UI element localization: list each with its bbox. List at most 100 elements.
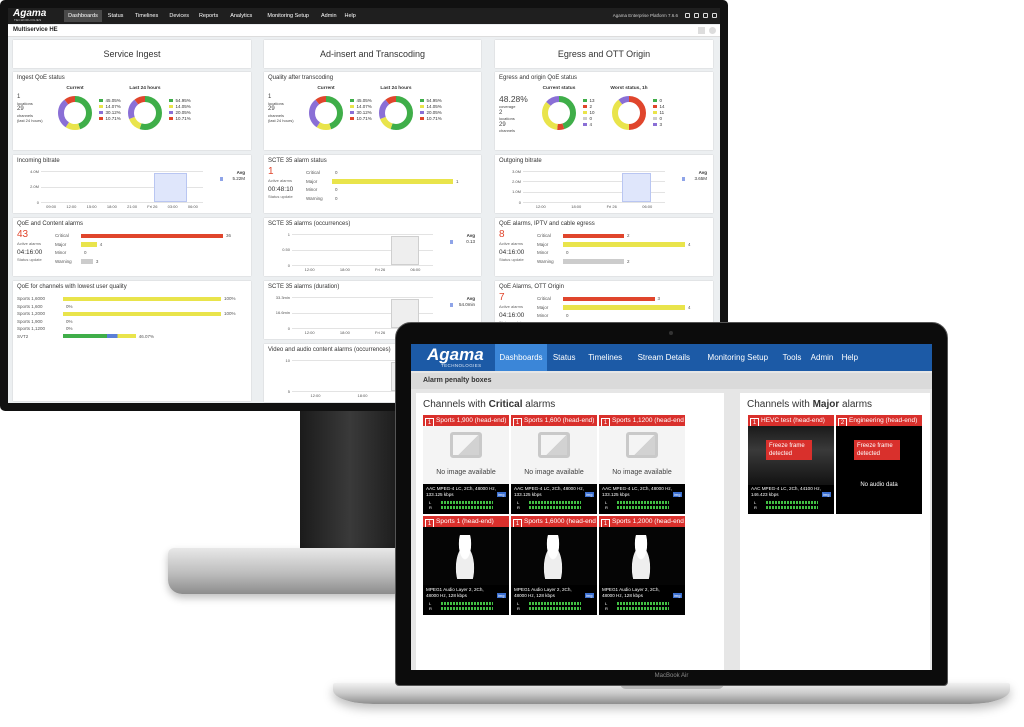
nav-item[interactable]: Timelines [134, 13, 159, 19]
meter-label: R [429, 606, 432, 611]
donut-legend-item: 14.07% [350, 104, 372, 110]
alarm-tile[interactable]: Sports 1,6000 (head-end) 1 MPEG1 Audio Lay… [511, 516, 597, 615]
alarm-tile[interactable]: Engineering (head-end) 2 Freeze frame dete… [836, 415, 922, 514]
alarm-bar [81, 242, 97, 247]
stat-text: 1 [17, 94, 21, 100]
bar-value: 0 [335, 170, 338, 175]
nav-item[interactable]: Status [552, 353, 576, 362]
nav-item[interactable]: Reports [198, 13, 219, 19]
img-tag[interactable]: img [821, 492, 831, 497]
nav-item[interactable]: Help [344, 13, 356, 19]
img-tag[interactable]: img [496, 492, 506, 497]
stat-text: 29 [499, 121, 506, 128]
tile-header: Sports 1,600 (head-end) [511, 415, 597, 426]
y-tick-label: 0 [287, 262, 290, 268]
img-tag[interactable]: img [584, 492, 594, 497]
bar-label: Minor [537, 313, 549, 318]
status-time-label: Status update [17, 257, 42, 262]
panel: Quality after transcoding 1 locations 29 cha… [264, 72, 481, 150]
brand-subtitle: TECHNOLOGIES [14, 18, 42, 22]
column-title: Service Ingest [103, 49, 161, 59]
img-tag[interactable]: img [584, 593, 594, 598]
legend-value: 11 [659, 110, 665, 115]
alarm-tile[interactable]: Sports 1,1200 (head-end) 1 No image availa… [599, 415, 685, 514]
alarm-tile[interactable]: Sports 1,2000 (head-end) 1 MPEG1 Audio Lay… [599, 516, 685, 615]
pause-button[interactable] [698, 27, 705, 34]
status-time: 04:16:00 [17, 249, 43, 256]
heading-text: Channels with [423, 399, 489, 410]
alarm-count: 43 [17, 229, 29, 240]
alarm-tile[interactable]: HEVC test (head-end) 1 Freeze frame detect… [748, 415, 834, 514]
alarm-tile[interactable]: Sports 1,900 (head-end) 1 No image availab… [423, 415, 509, 514]
audio-meter [529, 602, 581, 605]
donut-segment [128, 96, 162, 130]
column-title: Egress and OTT Origin [557, 49, 651, 59]
tile-header: Sports 1,6000 (head-end) [511, 516, 597, 527]
donut [379, 96, 413, 130]
nav-item[interactable]: Admin [321, 13, 337, 19]
row-value: 0% [66, 318, 73, 324]
nav-item[interactable]: Tools [782, 353, 802, 362]
alarm-tile[interactable]: Sports 1 (head-end) 1 MPEG1 Audio Layer 2,… [423, 516, 509, 615]
nav-icon[interactable] [694, 13, 699, 18]
nav-item[interactable]: Admin [810, 353, 834, 362]
freeze-alarm: Freeze frame detected [854, 440, 900, 460]
donut-label: Last 24 hours [129, 86, 161, 91]
nav-item[interactable]: Help [841, 353, 859, 362]
video-frame: Freeze frame detected [748, 426, 834, 486]
nav-icon[interactable] [703, 13, 708, 18]
tile-header: Sports 1 (head-end) [423, 516, 509, 527]
page-title: Alarm penalty boxes [423, 377, 492, 384]
meter-label: L [429, 601, 432, 606]
nav-item[interactable]: Monitoring Setup [707, 353, 769, 362]
grid-line [292, 234, 433, 235]
donut-legend-item: 2 [583, 104, 592, 110]
nav-item[interactable]: Dashboards [495, 344, 547, 371]
row-value: 0% [66, 326, 73, 331]
legend-value: 10.71% [426, 116, 442, 121]
img-tag[interactable]: img [672, 492, 682, 497]
stat-text: channels [17, 112, 34, 118]
grid-line [41, 186, 203, 188]
donut-legend-item: 13 [583, 98, 595, 104]
tile-title: Sports 1,6000 (head-end) [524, 518, 596, 525]
img-tag[interactable]: img [672, 593, 682, 598]
legend-swatch [583, 104, 587, 108]
panel: SCTE 35 alarm status 1 Active alarms 00:48:… [264, 155, 481, 213]
status-time: 04:16:00 [499, 249, 525, 256]
legend-swatch [653, 104, 657, 108]
img-tag[interactable]: img [496, 593, 506, 598]
nav-item[interactable]: Timelines [588, 353, 623, 362]
legend-value: 45.05% [356, 98, 372, 103]
audio-info: AAC MPEG-4 LC, 2Ch, 48000 Hz, 133.125 kb… [514, 486, 584, 497]
y-tick-label: 10 [285, 357, 290, 363]
nav-item[interactable]: Monitoring Setup [267, 13, 309, 19]
donut-segment [58, 96, 92, 130]
grid-line [292, 328, 433, 329]
legend-title: Avg [698, 170, 707, 175]
row-label: Sports 1,1200 [17, 326, 46, 331]
audio-meter [766, 506, 818, 509]
nav-item[interactable]: Devices [169, 13, 189, 19]
legend-value: 5.22M [232, 176, 245, 181]
grid-line [292, 249, 433, 251]
nav-item[interactable]: Stream Details [637, 353, 691, 362]
alarm-section: Channels with Critical alarms Sports 1,90… [416, 393, 724, 670]
nav-item[interactable]: Dashboards [64, 10, 102, 22]
audio-meter [529, 607, 581, 610]
nav-item[interactable]: Status [107, 13, 124, 19]
donut-label: Worst status, 1h [610, 86, 648, 91]
settings-button[interactable] [709, 27, 716, 34]
brand-logo: Agama [427, 345, 484, 364]
audio-strip: AAC MPEG-4 LC, 2Ch, 44100 Hz, 146.423 kb… [748, 485, 834, 514]
nav-item[interactable]: Analytics [230, 13, 253, 19]
donut [58, 96, 92, 130]
nav-icon[interactable] [685, 13, 690, 18]
y-tick-label: 16.6min [275, 310, 290, 315]
alarm-tile[interactable]: Sports 1,600 (head-end) 1 No image availab… [511, 415, 597, 514]
audio-info: MPEG1 Audio Layer 2, 2Ch, 48000 Hz, 128 … [514, 587, 572, 598]
bar-value: 0 [335, 195, 338, 201]
donut-segment [542, 96, 576, 130]
nav-icon[interactable] [712, 13, 717, 18]
panel-title: QoE Alarms, OTT Origin [499, 284, 564, 290]
